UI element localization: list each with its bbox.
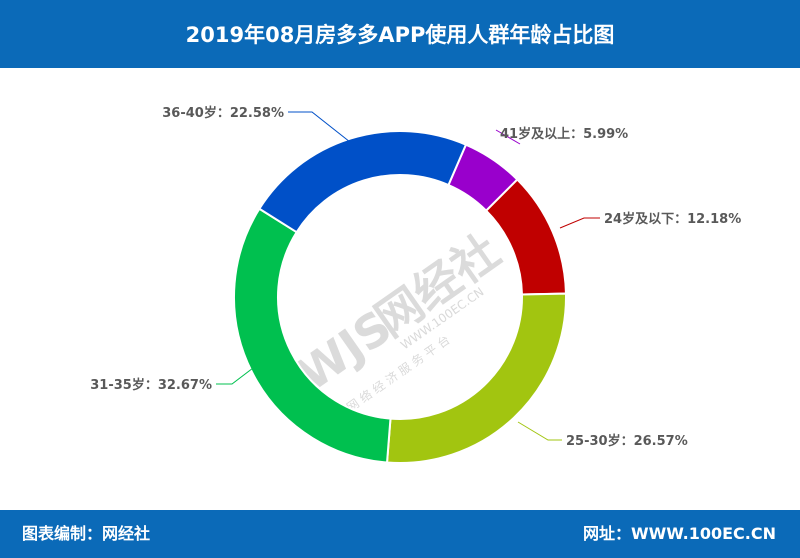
donut-slice-4 xyxy=(258,130,468,234)
slice-label-4: 36-40岁：22.58% xyxy=(162,105,284,121)
title-bar: 2019年08月房多多APP使用人群年龄占比图 xyxy=(0,0,800,68)
slice-label-0: 41岁及以上：5.99% xyxy=(500,126,628,142)
leader-line-4 xyxy=(288,111,351,143)
footer-source: 图表编制：网经社 xyxy=(22,524,151,543)
donut-chart: WJS 网经社 WWW.100EC.CN 网 络 经 济 服 务 平 台 41岁… xyxy=(90,105,741,464)
chart-title: 2019年08月房多多APP使用人群年龄占比图 xyxy=(185,23,615,47)
slice-label-1: 24岁及以下：12.18% xyxy=(604,211,741,227)
slice-label-2: 25-30岁：26.57% xyxy=(566,433,688,449)
donut-slices xyxy=(233,130,567,464)
leader-line-3 xyxy=(216,361,262,385)
footer-website: 网址：WWW.100EC.CN xyxy=(582,524,776,543)
leader-lines xyxy=(216,111,600,441)
footer-bar: 图表编制：网经社 网址：WWW.100EC.CN xyxy=(0,510,800,558)
leader-line-1 xyxy=(559,217,600,229)
leader-line-2 xyxy=(517,421,562,441)
chart-area: WJS 网经社 WWW.100EC.CN 网 络 经 济 服 务 平 台 41岁… xyxy=(0,68,800,510)
leader-line-0 xyxy=(495,129,521,145)
slice-label-3: 31-35岁：32.67% xyxy=(90,377,212,393)
slice-labels: 41岁及以上：5.99% 24岁及以下：12.18% 25-30岁：26.57% 31… xyxy=(90,105,741,449)
